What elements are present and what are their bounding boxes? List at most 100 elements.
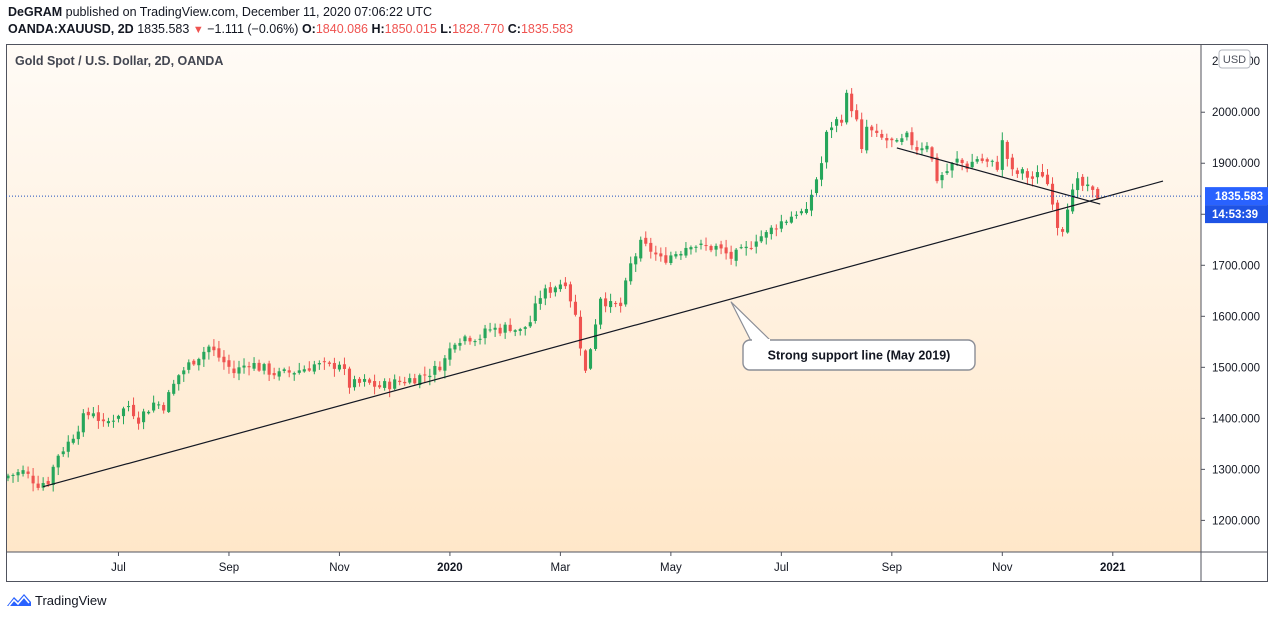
candle bbox=[558, 279, 562, 292]
candle-body bbox=[312, 364, 316, 372]
candle-body bbox=[684, 247, 688, 256]
candle-body bbox=[563, 282, 567, 287]
candle bbox=[533, 295, 537, 324]
candle bbox=[639, 236, 643, 262]
candle bbox=[895, 138, 899, 143]
candle bbox=[845, 89, 849, 125]
candle bbox=[890, 137, 894, 148]
candle bbox=[277, 367, 281, 381]
candle-body bbox=[890, 138, 894, 141]
candle bbox=[960, 158, 964, 171]
high-value: 1850.015 bbox=[384, 22, 437, 36]
annotation-layer: Strong support line (May 2019) bbox=[730, 301, 976, 371]
candle bbox=[538, 290, 542, 310]
candle bbox=[247, 361, 251, 376]
candle bbox=[152, 395, 156, 413]
candle-body bbox=[71, 438, 75, 443]
published-text: published on TradingView.com, December 1… bbox=[65, 5, 433, 19]
candle-body bbox=[533, 303, 537, 321]
candle bbox=[232, 360, 236, 379]
candle-body bbox=[654, 252, 658, 255]
candle bbox=[1045, 168, 1050, 186]
low-label: L: bbox=[440, 22, 453, 36]
candle bbox=[207, 344, 211, 360]
price-chart[interactable]: Strong support line (May 2019) Gold Spot… bbox=[6, 44, 1268, 582]
author-name[interactable]: DeGRAM bbox=[8, 5, 63, 19]
candle bbox=[6, 473, 10, 482]
candle bbox=[799, 208, 803, 216]
candle-body bbox=[126, 406, 131, 408]
candle-body bbox=[227, 360, 231, 367]
candle-body bbox=[488, 329, 492, 331]
candle-body bbox=[167, 392, 171, 412]
candle bbox=[332, 357, 336, 377]
candle bbox=[689, 245, 693, 255]
candle bbox=[508, 318, 512, 333]
candle-body bbox=[237, 367, 241, 374]
candle bbox=[814, 177, 819, 196]
tradingview-logo-icon bbox=[7, 594, 31, 607]
candle bbox=[513, 329, 517, 337]
candle-body bbox=[483, 328, 487, 339]
candle bbox=[734, 247, 738, 267]
candle-body bbox=[664, 255, 668, 263]
candle-body bbox=[659, 253, 663, 257]
candle-body bbox=[21, 470, 25, 474]
open-value: 1840.086 bbox=[315, 22, 368, 36]
candle-body bbox=[568, 284, 572, 302]
candle bbox=[101, 413, 105, 427]
candle-body bbox=[644, 237, 648, 244]
candle-body bbox=[277, 371, 281, 377]
candle bbox=[322, 357, 326, 370]
candle-body bbox=[302, 369, 306, 372]
candle-body bbox=[56, 455, 60, 468]
symbol-interval[interactable]: OANDA:XAUUSD, 2D bbox=[8, 22, 134, 36]
candle bbox=[855, 104, 859, 122]
price-axis[interactable]: 1200.000 1300.000 1400.000 1500.000 1600.000… bbox=[1201, 56, 1260, 527]
candle bbox=[222, 350, 226, 370]
candle bbox=[985, 157, 989, 168]
candle-body bbox=[1030, 176, 1034, 179]
x-tick-label: May bbox=[660, 562, 682, 574]
candle bbox=[473, 339, 477, 347]
candle bbox=[945, 163, 949, 175]
candle bbox=[619, 297, 623, 313]
candle bbox=[719, 240, 723, 255]
candle-body bbox=[860, 119, 864, 150]
time-axis[interactable]: Jul Sep Nov 2020 Mar May Jul Sep Nov 2021 bbox=[111, 552, 1126, 574]
candle-body bbox=[287, 370, 291, 373]
chart-container[interactable]: Strong support line (May 2019) Gold Spot… bbox=[6, 44, 1268, 582]
candle-body bbox=[96, 412, 100, 421]
candle-body bbox=[503, 324, 507, 333]
candle-body bbox=[448, 348, 452, 360]
candle bbox=[573, 294, 578, 317]
candle-body bbox=[804, 208, 809, 213]
candle bbox=[654, 245, 658, 261]
candle bbox=[910, 127, 914, 150]
candle-body bbox=[1005, 141, 1009, 159]
candle bbox=[629, 256, 633, 285]
candle-body bbox=[548, 287, 552, 293]
candle bbox=[739, 244, 743, 250]
candle bbox=[1015, 167, 1019, 178]
candle bbox=[870, 124, 874, 137]
candle-body bbox=[1000, 140, 1004, 170]
price-change: −1.111 (−0.06%) bbox=[207, 22, 299, 36]
footer[interactable]: TradingView bbox=[6, 590, 107, 610]
candle bbox=[121, 406, 126, 425]
candle-body bbox=[242, 365, 246, 368]
currency-badge[interactable]: USD bbox=[1218, 49, 1251, 69]
candle-body bbox=[16, 472, 20, 476]
candle-body bbox=[137, 417, 141, 424]
candle bbox=[915, 140, 919, 155]
candle bbox=[302, 365, 306, 373]
candle-body bbox=[498, 327, 502, 334]
candle-body bbox=[177, 375, 181, 385]
candle-body bbox=[463, 336, 467, 342]
candle bbox=[76, 425, 80, 445]
chart-title: Gold Spot / U.S. Dollar, 2D, OANDA bbox=[15, 54, 223, 68]
candle-body bbox=[101, 419, 105, 422]
candle-body bbox=[819, 163, 824, 180]
candle bbox=[624, 277, 628, 307]
candle-body bbox=[689, 247, 693, 250]
